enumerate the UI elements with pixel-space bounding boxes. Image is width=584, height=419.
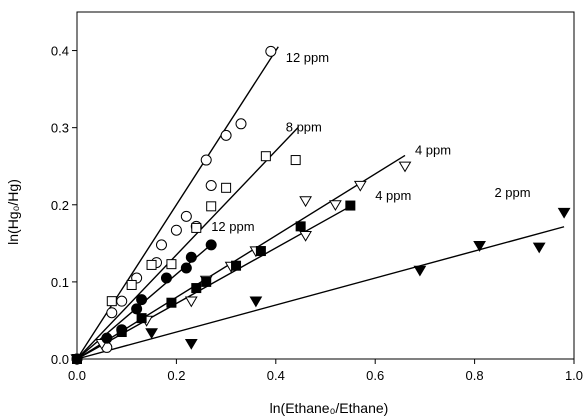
x-tick-label: 0.8: [466, 368, 484, 383]
data-point: [296, 222, 305, 231]
y-tick-label: 0.3: [51, 121, 69, 136]
series-label: 4 ppm: [375, 188, 411, 203]
y-tick-label: 0.2: [51, 198, 69, 213]
series-label: 8 ppm: [286, 120, 322, 135]
data-point: [206, 240, 216, 250]
y-tick-label: 0.4: [51, 44, 69, 59]
data-point: [171, 225, 181, 235]
data-point: [107, 308, 117, 318]
fit-lines: [77, 47, 564, 359]
data-point: [236, 119, 246, 129]
data-point: [201, 155, 211, 165]
data-point: [266, 46, 276, 56]
data-points: [72, 46, 570, 364]
data-point: [346, 201, 355, 210]
data-point: [156, 240, 166, 250]
series-label: 12 ppm: [286, 50, 329, 65]
data-point: [132, 304, 142, 314]
data-point: [146, 329, 157, 338]
x-tick-label: 0.6: [366, 368, 384, 383]
data-point: [300, 197, 311, 206]
data-point: [137, 314, 146, 323]
data-point: [137, 295, 147, 305]
data-point: [117, 296, 127, 306]
data-point: [117, 328, 126, 337]
series-label: 2 ppm: [494, 185, 530, 200]
series-label: 4 ppm: [415, 143, 451, 158]
data-point: [250, 297, 261, 306]
data-point: [192, 284, 201, 293]
data-point: [221, 130, 231, 140]
data-point: [261, 152, 270, 161]
x-tick-label: 0.0: [68, 368, 86, 383]
data-point: [291, 156, 300, 165]
y-tick-label: 0.0: [51, 352, 69, 367]
data-point: [161, 273, 171, 283]
x-axis-label: ln(Ethane₀/Ethane): [270, 400, 389, 416]
series-label: 12 ppm: [211, 219, 254, 234]
data-point: [192, 223, 201, 232]
data-point: [206, 181, 216, 191]
data-point: [534, 243, 545, 252]
data-point: [207, 202, 216, 211]
data-point: [400, 162, 411, 171]
data-point: [232, 261, 241, 270]
data-point: [127, 280, 136, 289]
y-axis-label: ln(Hg₀/Hg): [5, 179, 21, 245]
fit-line: [77, 127, 298, 359]
data-point: [167, 260, 176, 269]
x-tick-label: 0.4: [267, 368, 285, 383]
data-point: [256, 247, 265, 256]
x-tick-label: 1.0: [565, 368, 583, 383]
y-tick-label: 0.1: [51, 275, 69, 290]
data-point: [474, 242, 485, 251]
data-point: [222, 183, 231, 192]
data-point: [186, 340, 197, 349]
data-point: [147, 260, 156, 269]
data-point: [300, 232, 311, 241]
data-point: [186, 252, 196, 262]
data-point: [181, 263, 191, 273]
data-point: [330, 201, 341, 210]
data-point: [167, 298, 176, 307]
data-point: [414, 266, 425, 275]
data-point: [102, 333, 112, 343]
data-point: [186, 297, 197, 306]
data-point: [107, 297, 116, 306]
data-point: [181, 211, 191, 221]
data-point: [202, 277, 211, 286]
data-point: [559, 208, 570, 217]
x-tick-label: 0.2: [167, 368, 185, 383]
